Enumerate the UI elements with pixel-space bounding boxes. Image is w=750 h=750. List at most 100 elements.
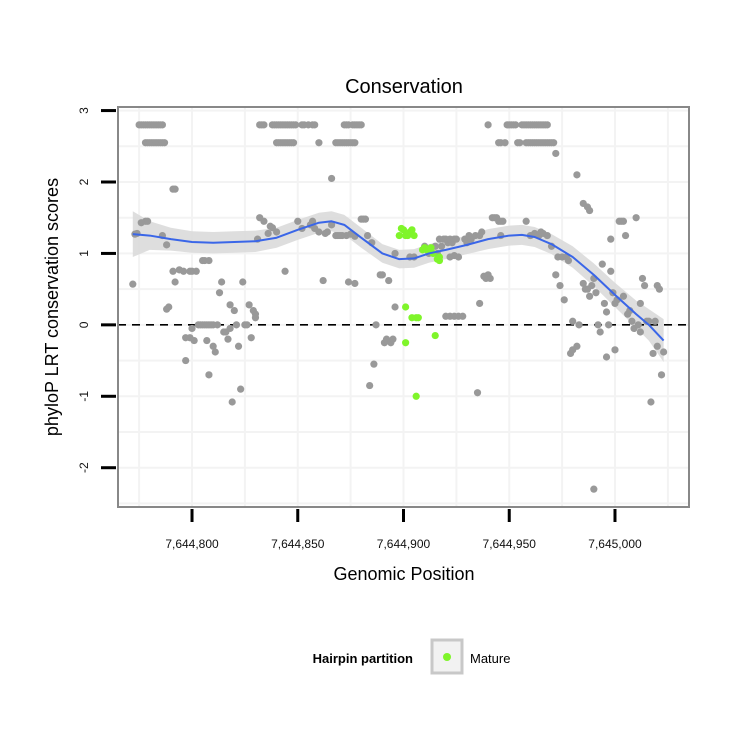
other-point xyxy=(586,292,594,300)
other-point xyxy=(205,371,213,379)
other-point xyxy=(452,235,460,243)
legend-entry-mature: Mature xyxy=(470,651,510,666)
mature-point xyxy=(410,231,418,240)
other-point xyxy=(590,485,598,493)
other-point xyxy=(556,281,564,290)
mature-point xyxy=(431,331,439,340)
other-point xyxy=(289,139,298,147)
other-point xyxy=(632,214,640,222)
other-point xyxy=(621,231,630,240)
smooth-line xyxy=(132,220,665,342)
other-point xyxy=(598,260,606,268)
other-point xyxy=(158,121,167,129)
y-tick-label: -1 xyxy=(77,391,91,402)
other-point xyxy=(370,360,378,368)
mature-point xyxy=(408,226,416,234)
other-point xyxy=(344,278,353,286)
other-point xyxy=(476,299,484,308)
x-tick-label: 7,644,850 xyxy=(271,537,325,551)
other-point xyxy=(327,221,336,229)
other-point xyxy=(311,121,319,129)
other-point xyxy=(260,217,268,225)
other-point xyxy=(237,385,245,393)
other-point xyxy=(611,346,619,354)
confidence-band xyxy=(132,211,664,362)
other-point xyxy=(372,321,380,329)
other-point xyxy=(391,303,399,311)
mature-point xyxy=(435,253,444,261)
chart-title: Conservation xyxy=(345,76,463,98)
other-point xyxy=(478,228,486,236)
other-point xyxy=(228,398,236,406)
other-point xyxy=(657,371,666,379)
other-point xyxy=(385,276,393,285)
other-point xyxy=(537,228,545,236)
other-point xyxy=(129,280,137,288)
other-point xyxy=(363,231,372,240)
other-point xyxy=(247,334,255,342)
other-point xyxy=(486,274,494,283)
other-point xyxy=(647,398,655,406)
other-point xyxy=(251,314,260,322)
other-point xyxy=(264,229,272,238)
other-point xyxy=(144,217,152,225)
other-point xyxy=(594,321,602,329)
other-point xyxy=(323,228,331,236)
other-point xyxy=(192,267,200,275)
other-point xyxy=(137,219,145,227)
other-point xyxy=(550,139,558,147)
other-point xyxy=(602,353,611,361)
other-point xyxy=(179,267,188,275)
other-point xyxy=(636,299,644,308)
other-point xyxy=(655,285,663,293)
x-axis-label: Genomic Position xyxy=(333,564,474,584)
other-point xyxy=(586,206,594,215)
other-point xyxy=(653,342,661,350)
other-point xyxy=(171,185,179,193)
other-point xyxy=(327,174,336,183)
smooth-confidence-band xyxy=(132,211,664,362)
other-point xyxy=(190,336,198,345)
other-point xyxy=(243,321,251,329)
other-point xyxy=(205,256,213,265)
other-point xyxy=(628,317,636,325)
other-point xyxy=(230,306,238,315)
other-point xyxy=(234,342,243,350)
other-point xyxy=(638,274,647,283)
other-point xyxy=(160,139,169,147)
other-point xyxy=(651,317,659,325)
other-point xyxy=(351,279,359,288)
other-point xyxy=(245,301,253,309)
other-point xyxy=(389,335,397,343)
other-point xyxy=(182,356,190,365)
other-point xyxy=(239,278,247,286)
other-point xyxy=(564,256,573,265)
legend-title: Hairpin partition xyxy=(313,651,413,666)
other-point xyxy=(357,121,365,129)
other-point xyxy=(575,321,583,329)
other-point xyxy=(459,312,467,320)
other-point xyxy=(607,235,615,243)
other-point xyxy=(640,281,649,290)
other-point xyxy=(215,289,224,297)
smooth-curve xyxy=(132,220,665,342)
other-point xyxy=(573,171,581,179)
other-point xyxy=(171,278,179,286)
other-point xyxy=(516,139,524,147)
other-point xyxy=(315,228,323,236)
y-axis: -2 -1 0 1 2 3 xyxy=(77,107,116,473)
other-point xyxy=(308,217,317,225)
other-point xyxy=(163,241,171,249)
mature-point xyxy=(395,231,403,240)
x-tick-label: 7,645,000 xyxy=(588,537,642,551)
mature-point xyxy=(414,314,422,322)
other-point xyxy=(454,253,463,261)
mature-point xyxy=(402,303,410,311)
other-point xyxy=(260,121,268,129)
other-point xyxy=(292,121,300,129)
other-point xyxy=(366,381,374,390)
other-point xyxy=(552,149,560,158)
other-point xyxy=(511,121,520,129)
other-point xyxy=(660,348,668,356)
other-point xyxy=(522,217,530,225)
